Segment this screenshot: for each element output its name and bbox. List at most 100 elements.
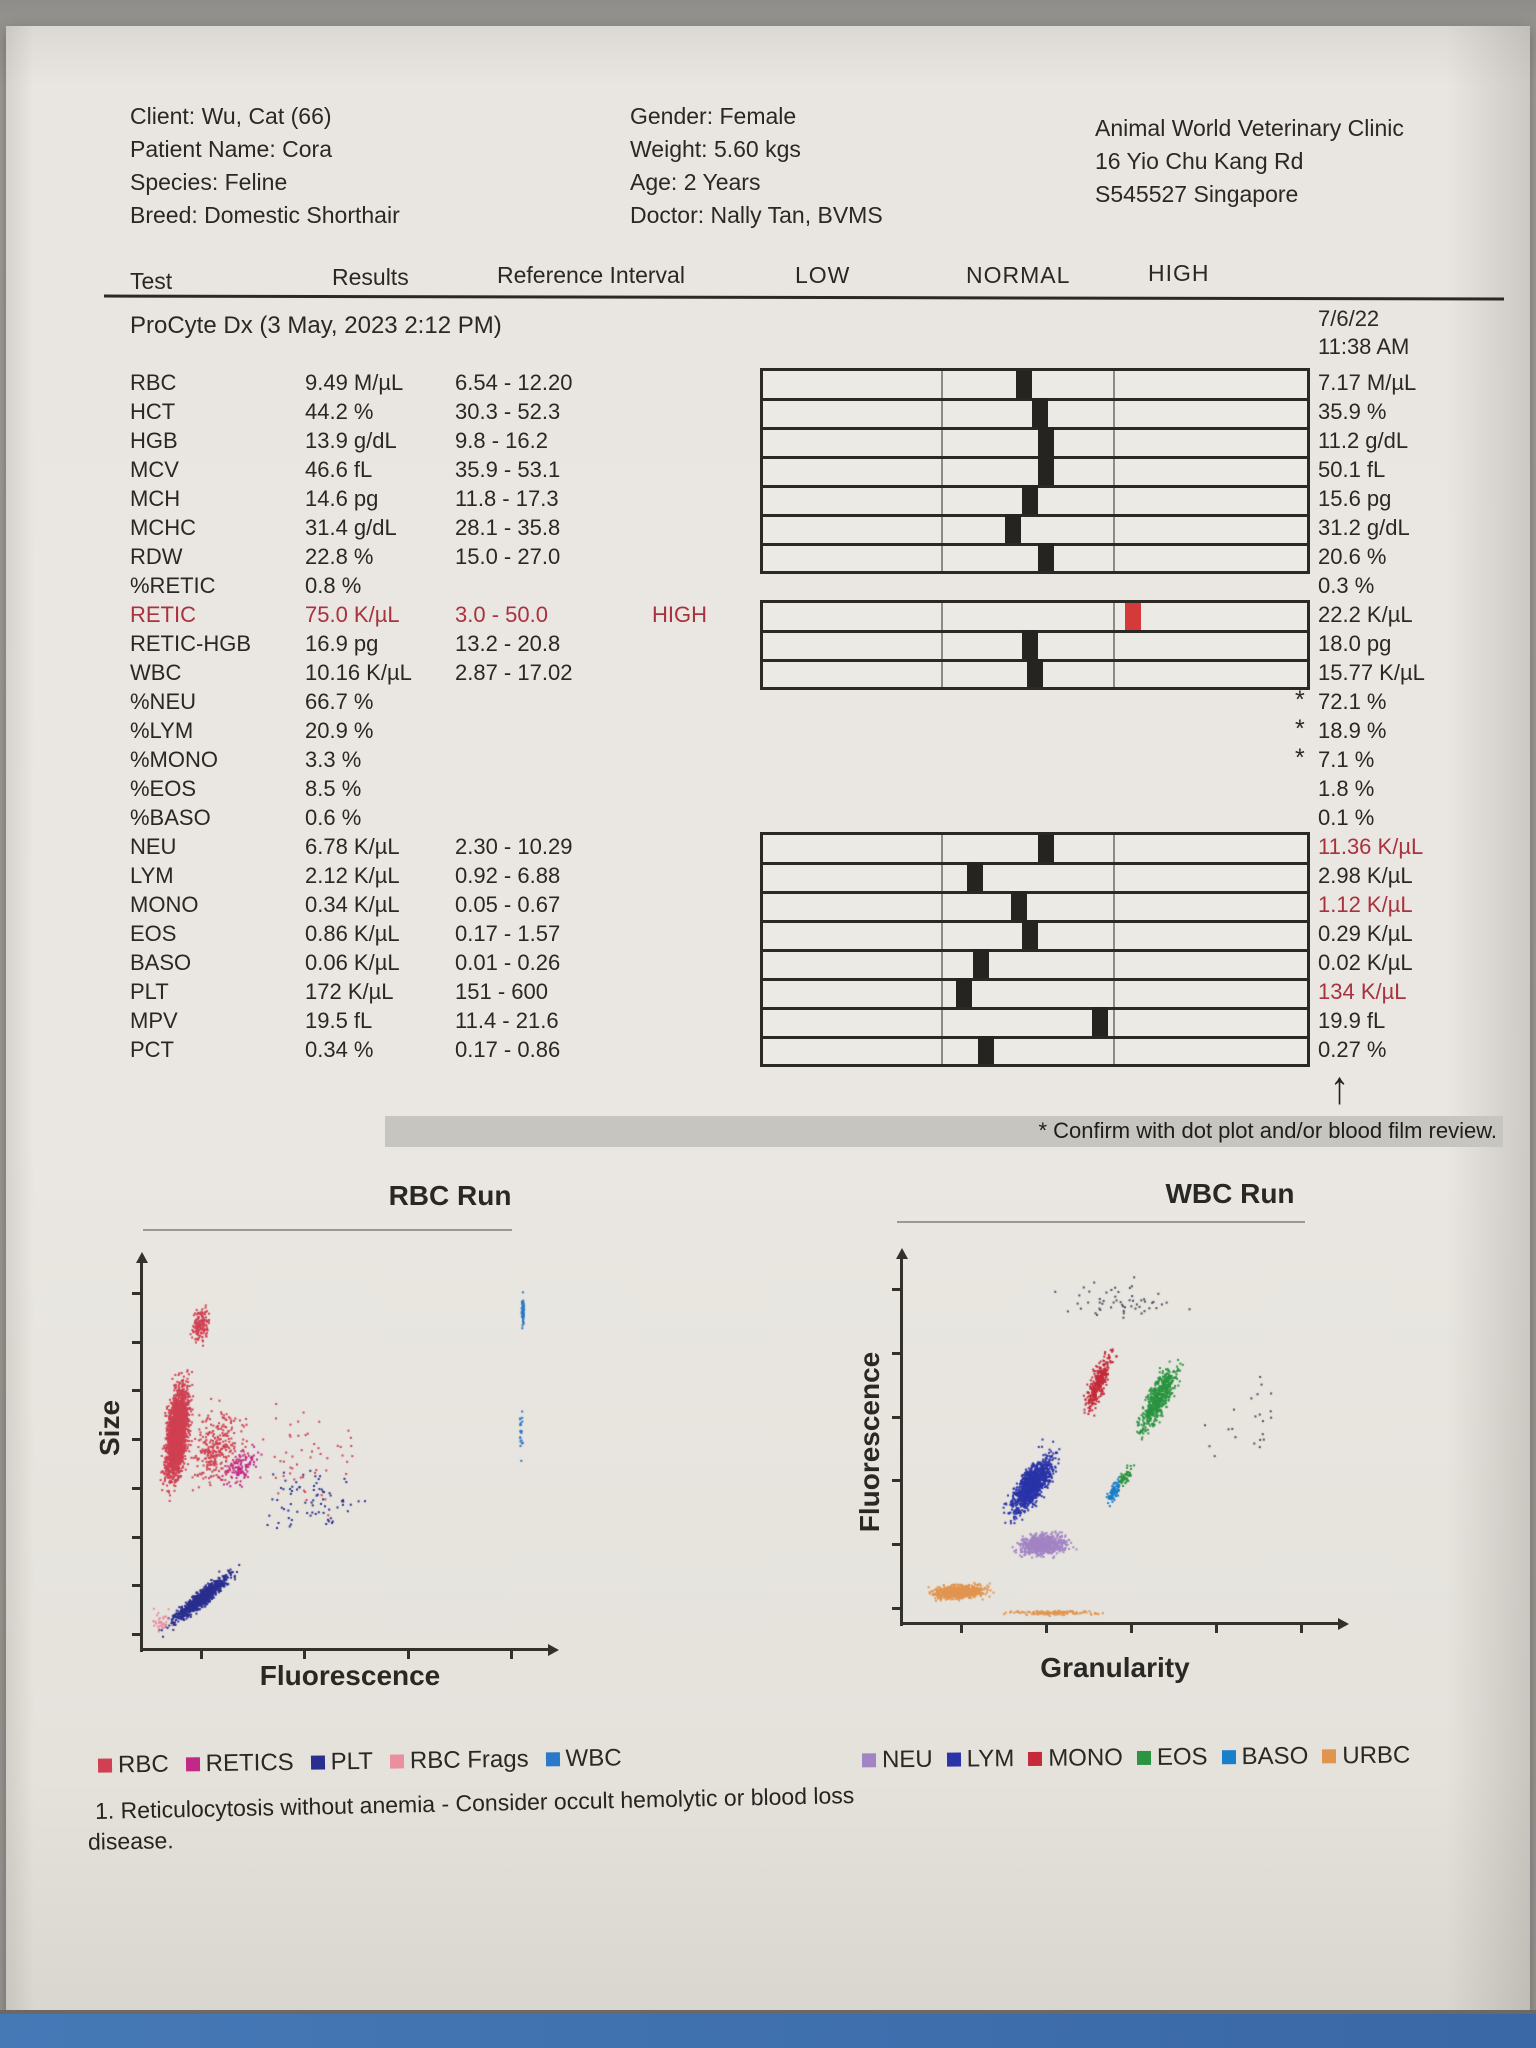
legend-label: RBC [117,1750,169,1779]
axis-tick [892,1351,900,1355]
reference-interval-value: 9.8 - 16.2 [455,428,548,453]
legend-label: BASO [1241,1742,1309,1771]
result-marker [1037,835,1054,864]
client-line: Patient Name: Cora [130,136,332,162]
x-axis-arrow-icon [1338,1618,1349,1630]
previous-run-value: 134 K/µL [1318,979,1407,1004]
previous-run-value: 18.9 % [1318,718,1387,743]
result-value: 14.6 pg [305,486,379,511]
table-surface-strip [0,2010,1536,2048]
bar-row-separator [763,514,1307,517]
test-label: RDW [130,544,183,569]
reference-interval-value: 0.01 - 0.26 [455,950,561,975]
reference-interval-value: 3.0 - 50.0 [455,602,548,627]
legend-item: NEU [861,1746,933,1775]
axis-tick [892,1479,900,1483]
reference-interval-value: 13.2 - 20.8 [455,631,561,656]
axis-tick [132,1535,140,1539]
previous-run-value: 11.2 g/dL [1318,428,1409,453]
axis-tick [892,1607,900,1610]
result-value: 2.12 K/µL [305,863,400,888]
result-value: 0.6 % [305,805,362,830]
previous-value-star: * [1295,686,1305,714]
reference-interval-value: 0.17 - 0.86 [455,1037,561,1062]
previous-run-value: 0.27 % [1318,1037,1387,1062]
test-label: PLT [130,979,169,1004]
wbc-run-legend: NEU LYM MONO EOS BASO URBC [861,1742,1411,1775]
col-header-reference-interval: Reference Interval [497,262,685,288]
reference-interval-value: 2.87 - 17.02 [455,660,573,685]
result-value: 46.6 fL [305,457,373,482]
test-label: WBC [130,660,182,685]
axis-tick [303,1651,307,1659]
axis-tick [132,1486,140,1490]
result-value: 172 K/µL [305,979,394,1004]
result-value: 0.8 % [305,573,362,598]
bar-row-separator [763,1036,1307,1039]
legend-item: RBC Frags [389,1746,529,1776]
legend-item: RBC [97,1750,169,1780]
test-label: RBC [130,370,177,395]
test-label: %LYM [130,718,194,743]
legend-item: BASO [1221,1742,1308,1771]
test-label: EOS [130,921,177,946]
y-axis-arrow-icon [896,1248,908,1259]
result-marker [1016,371,1033,400]
axis-tick [1045,1625,1048,1633]
previous-run-value: 18.0 pg [1318,631,1392,656]
legend-swatch-icon [1028,1751,1043,1766]
zone-divider [940,371,943,571]
rbc-y-axis-label: Size [94,1399,125,1457]
zone-divider [1113,371,1116,571]
test-label: %BASO [130,805,211,830]
reference-interval-value: 30.3 - 52.3 [455,399,561,424]
result-marker-high [1124,603,1141,632]
result-marker [967,862,984,893]
test-label: %NEU [130,689,197,714]
legend-swatch-icon [97,1758,113,1773]
axis-tick [200,1651,203,1659]
legend-label: WBC [565,1744,622,1773]
wbc-run-title-underline [897,1221,1305,1223]
result-value: 8.5 % [305,776,362,801]
axis-tick [1215,1625,1218,1633]
reference-interval-value: 0.05 - 0.67 [455,892,561,917]
legend-swatch-icon [545,1752,560,1767]
wbc-y-axis-label: Fluorescence [854,1351,885,1533]
legend-label: PLT [330,1747,374,1776]
x-axis [140,1648,548,1651]
previous-run-value: 72.1 % [1318,689,1387,714]
rbc-run-title: RBC Run [388,1180,512,1211]
legend-swatch-icon [1136,1750,1151,1765]
abnormal-flag: HIGH [652,602,707,627]
legend-swatch-icon [1221,1750,1236,1765]
client-info-block: Client: Wu, Cat (66) Patient Name: Cora … [130,100,400,232]
up-arrow-icon: ↑ [1329,1061,1350,1113]
test-label: MCV [130,457,179,482]
range-bar-group [760,600,1310,690]
zone-divider [1113,603,1116,687]
previous-run-value: 7.17 M/µL [1318,370,1417,395]
test-label: MCH [130,486,181,511]
axis-tick [960,1625,963,1633]
axis-tick [132,1340,140,1344]
interpretive-note-line-2: disease. [87,1827,174,1855]
range-bar-group [760,832,1310,1067]
patient-line: Age: 2 Years [630,169,761,195]
previous-run-value: 22.2 K/µL [1318,602,1413,627]
zone-divider [940,603,943,687]
result-value: 44.2 % [305,399,374,424]
legend-label: RETICS [205,1748,294,1778]
test-label: HGB [130,428,178,453]
previous-run-value: 11.36 K/µL [1318,834,1424,859]
x-axis-arrow-icon [548,1644,559,1656]
legend-swatch-icon [185,1757,200,1772]
legend-label: EOS [1156,1743,1208,1771]
col-header-high: HIGH [1148,260,1210,286]
test-label: MCHC [130,515,196,540]
reference-interval-value: 35.9 - 53.1 [455,457,561,482]
col-header-low: LOW [795,262,851,288]
result-marker [1027,659,1043,687]
previous-run-value: 0.3 % [1318,573,1375,598]
rbc-x-axis-label: Fluorescence [259,1660,441,1691]
